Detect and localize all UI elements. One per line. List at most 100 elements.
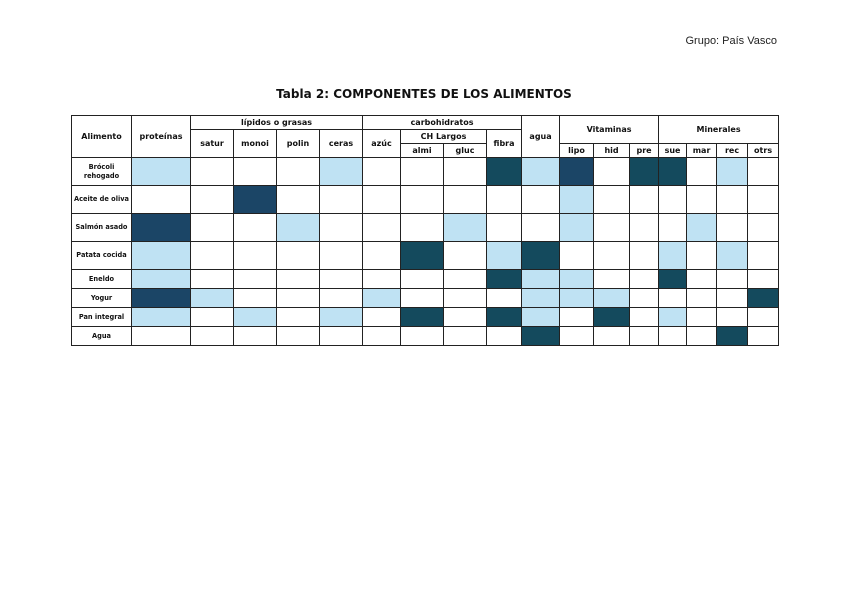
- component-cell: [319, 213, 363, 242]
- component-cell: [443, 213, 487, 242]
- component-cell: [559, 241, 595, 270]
- table-row: Agua: [71, 326, 780, 346]
- component-cell: [485, 213, 523, 242]
- header-agua: agua: [521, 115, 561, 158]
- header-azuc: azúc: [362, 129, 401, 158]
- component-cell: [443, 241, 487, 270]
- table-row: Salmón asado: [71, 213, 780, 242]
- component-cell: [658, 269, 688, 289]
- component-cell: [443, 269, 487, 289]
- component-cell: [521, 269, 561, 289]
- component-cell: [443, 157, 487, 186]
- component-cell: [521, 185, 561, 214]
- component-cell: [131, 269, 191, 289]
- component-cell: [593, 213, 631, 242]
- component-cell: [629, 241, 660, 270]
- component-cell: [190, 288, 234, 308]
- component-cell: [747, 269, 780, 289]
- component-cell: [716, 241, 749, 270]
- component-cell: [131, 157, 191, 186]
- component-cell: [747, 241, 780, 270]
- component-cell: [400, 185, 444, 214]
- component-cell: [362, 241, 401, 270]
- component-cell: [319, 269, 363, 289]
- component-cell: [400, 157, 444, 186]
- component-cell: [747, 307, 780, 327]
- component-cell: [131, 241, 191, 270]
- component-cell: [686, 288, 718, 308]
- component-cell: [485, 241, 523, 270]
- group-label: Grupo: País Vasco: [685, 35, 777, 47]
- component-cell: [485, 326, 523, 346]
- component-cell: [521, 157, 561, 186]
- component-cell: [521, 241, 561, 270]
- component-cell: [658, 157, 688, 186]
- header-polin: polin: [276, 129, 320, 158]
- component-cell: [686, 269, 718, 289]
- component-cell: [658, 241, 688, 270]
- component-cell: [131, 288, 191, 308]
- component-cell: [485, 185, 523, 214]
- component-cell: [276, 307, 320, 327]
- component-cell: [716, 326, 749, 346]
- component-cell: [559, 326, 595, 346]
- component-cell: [443, 326, 487, 346]
- row-label: Brócoli rehogado: [71, 157, 132, 186]
- component-cell: [190, 326, 234, 346]
- component-cell: [190, 307, 234, 327]
- component-cell: [716, 288, 749, 308]
- component-cell: [686, 157, 718, 186]
- header-rec: rec: [716, 143, 749, 158]
- component-cell: [686, 326, 718, 346]
- component-cell: [362, 307, 401, 327]
- component-cell: [233, 269, 277, 289]
- row-label: Pan integral: [71, 307, 132, 327]
- component-cell: [521, 213, 561, 242]
- component-cell: [629, 185, 660, 214]
- header-mar: mar: [686, 143, 718, 158]
- component-cell: [658, 326, 688, 346]
- component-cell: [190, 185, 234, 214]
- component-cell: [276, 288, 320, 308]
- header-otrs: otrs: [747, 143, 780, 158]
- header-ceras: ceras: [319, 129, 363, 158]
- header-minerales: Minerales: [658, 115, 780, 144]
- component-cell: [593, 157, 631, 186]
- component-cell: [593, 307, 631, 327]
- table-row: Eneldo: [71, 269, 780, 289]
- component-cell: [747, 157, 780, 186]
- component-cell: [400, 288, 444, 308]
- component-cell: [716, 185, 749, 214]
- component-cell: [485, 157, 523, 186]
- component-cell: [521, 288, 561, 308]
- component-cell: [658, 307, 688, 327]
- component-cell: [276, 213, 320, 242]
- component-cell: [319, 326, 363, 346]
- header-alimento: Alimento: [71, 115, 132, 158]
- component-cell: [716, 157, 749, 186]
- component-cell: [233, 213, 277, 242]
- component-cell: [658, 185, 688, 214]
- component-cell: [233, 157, 277, 186]
- table-row: Aceite de oliva: [71, 185, 780, 214]
- component-cell: [319, 288, 363, 308]
- component-cell: [400, 241, 444, 270]
- header-ch-largos: CH Largos: [400, 129, 487, 144]
- component-cell: [686, 185, 718, 214]
- component-cell: [362, 326, 401, 346]
- component-cell: [319, 307, 363, 327]
- component-cell: [443, 288, 487, 308]
- component-cell: [747, 213, 780, 242]
- table-row: Pan integral: [71, 307, 780, 327]
- component-cell: [686, 307, 718, 327]
- component-cell: [319, 241, 363, 270]
- component-cell: [319, 185, 363, 214]
- component-cell: [559, 307, 595, 327]
- header-proteinas: proteínas: [131, 115, 191, 158]
- table-title: Tabla 2: COMPONENTES DE LOS ALIMENTOS: [276, 87, 572, 101]
- row-label: Salmón asado: [71, 213, 132, 242]
- component-cell: [400, 269, 444, 289]
- component-cell: [233, 185, 277, 214]
- component-cell: [319, 157, 363, 186]
- component-cell: [131, 213, 191, 242]
